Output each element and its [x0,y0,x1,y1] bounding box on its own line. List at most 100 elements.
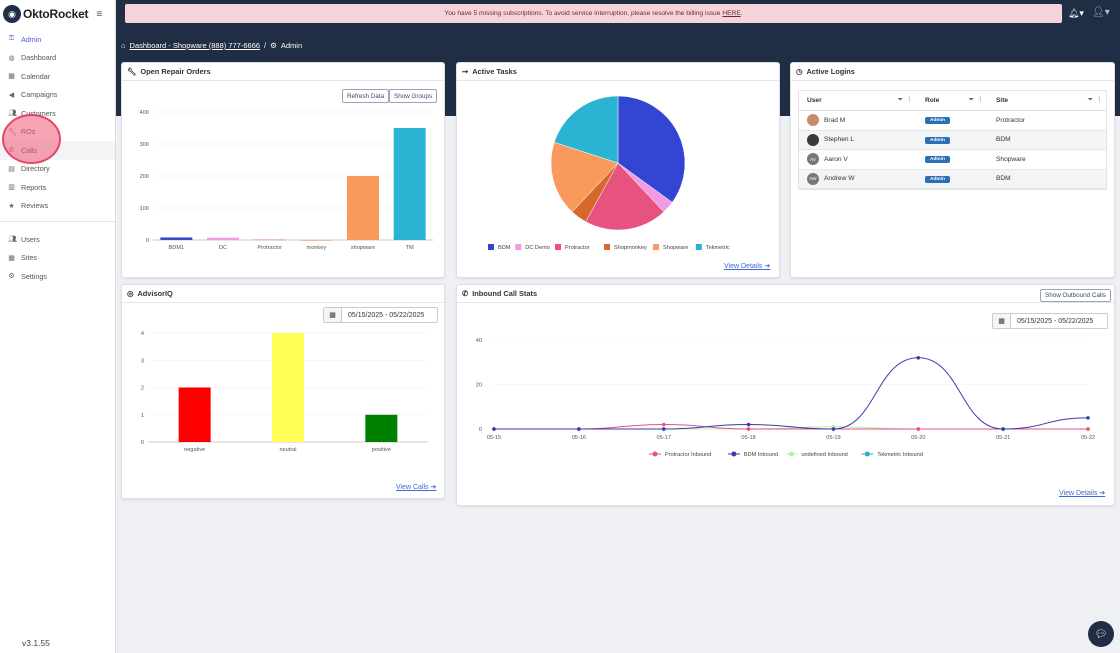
billing-alert-link[interactable]: HERE [722,10,741,17]
table-row[interactable]: AV Aaron V Admin Shopware [799,150,1106,170]
arrow-circle-icon: ➔ [764,263,771,270]
user-name: Brad M [824,116,846,124]
table-row[interactable]: AW Andrew W Admin BDM [799,169,1106,189]
x-tick-label: negative [184,447,205,453]
sidebar-item-label: Calendar [21,71,51,81]
date-range-picker[interactable]: ▦ 05/15/2025 - 05/22/2025 [992,313,1108,329]
x-tick-label: 05-22 [1081,435,1095,441]
arrow-circle-icon: ➔ [1099,490,1106,497]
legend-label: Tekmetric Inbound [877,452,923,458]
x-tick-label: 05-16 [572,435,586,441]
x-tick-label: BDM1 [169,245,185,251]
breadcrumb-dashboard-link[interactable]: Dashboard - Shopware (888) 777-6666 [129,41,261,50]
logo[interactable]: ◉ OktoRocket ≡ [0,0,115,28]
sidebar-item-label: Calls [21,145,37,155]
x-tick-label: 05-21 [996,435,1010,441]
sidebar-item-customers[interactable]: 👥︎ Customers [0,104,115,123]
cell-user: AV Aaron V [799,153,916,166]
billing-alert-text: You have 5 missing subscriptions. To avo… [444,10,721,17]
sidebar-item-admin[interactable]: ⚿ Admin [0,30,115,49]
date-range-value: 05/15/2025 - 05/22/2025 [348,311,425,319]
view-details-link[interactable]: View Details ➔ [1059,489,1105,497]
role-badge: Admin [925,156,950,164]
column-site[interactable]: Site ⏷ ⋮ [987,97,1106,104]
sidebar-item-label: Settings [21,271,47,281]
y-tick-label: 200 [140,174,149,180]
column-role[interactable]: Role ⏷ ⋮ [916,97,987,104]
filter-icon[interactable]: ⏷ ⋮ [1088,97,1102,103]
breadcrumb-current: Admin [280,41,303,50]
sidebar-item-label: Campaigns [21,90,58,100]
site-name: Shopware [996,155,1026,163]
rocket-logo-icon: ◉ [3,5,21,23]
sidebar-item-users[interactable]: 👥︎ Users [0,230,115,249]
breadcrumb-separator: / [264,41,267,50]
sidebar-item-dashboard[interactable]: ◍ Dashboard [0,49,115,68]
sidebar-item-reviews[interactable]: ★ Reviews [0,197,115,216]
table-row[interactable]: Stephen L Admin BDM [799,130,1106,150]
wrench-icon: 🔧︎ [8,128,17,136]
date-range-value: 05/15/2025 - 05/22/2025 [1017,317,1094,325]
role-badge: Admin [925,175,950,183]
date-range-picker[interactable]: ▦ 05/15/2025 - 05/22/2025 [323,307,438,323]
circle-icon: ◎ [127,289,134,298]
billing-alert: You have 5 missing subscriptions. To avo… [125,4,1062,23]
legend-label: Protractor Inbound [665,452,711,458]
data-point [661,422,666,427]
hamburger-menu-icon[interactable]: ≡ [96,8,103,20]
sidebar-item-sites[interactable]: ▦ Sites [0,249,115,268]
phone-icon: ✆ [8,147,15,155]
dashboard-crumb-icon: ⌂ [121,41,126,50]
data-point [577,427,581,431]
y-tick-label: 0 [146,238,149,244]
column-user[interactable]: User ⏷ ⋮ [799,97,916,104]
user-name: Stephen L [824,136,855,144]
cell-site: Shopware [987,156,1106,163]
y-tick-label: 1 [141,413,144,419]
chat-bubble-icon[interactable]: 💬︎ [1088,621,1114,647]
pie-slice-tekmetric [553,95,619,164]
filter-icon[interactable]: ⏷ ⋮ [898,97,912,103]
x-tick-label: 05-19 [826,435,840,441]
repair-bar-bdm1 [160,237,193,240]
table-body: Brad M Admin Protractor Stephen L Admin BDM AV… [799,111,1106,189]
y-tick-label: 300 [140,142,149,148]
user-name: Aaron V [824,155,848,163]
role-badge: Admin [925,136,950,144]
role-badge: Admin [925,117,950,125]
arrow-right-icon: ➞ [462,67,469,76]
data-point [1086,427,1090,431]
sidebar-item-calendar[interactable]: ▦ Calendar [0,67,115,86]
legend-label: undefined Inbound [801,452,847,458]
refresh-data-button[interactable]: Refresh Data [342,89,390,103]
logo-text: OktoRocket [23,7,89,21]
view-details-link[interactable]: View Details ➔ [724,262,770,270]
show-groups-button[interactable]: Show Groups [389,89,438,103]
sidebar-item-label: Customers [21,108,56,118]
legend-swatch [604,244,610,250]
sidebar-item-label: Dashboard [21,53,57,63]
sidebar-item-reports[interactable]: ▥ Reports [0,178,115,197]
sidebar-item-ros[interactable]: 🔧︎ ROs [0,123,115,142]
legend-label: Tekmetric [706,245,730,251]
data-point [831,427,836,431]
avatar [807,114,819,127]
legend-label: Protractor [565,245,590,251]
data-point [746,422,751,427]
data-point [492,427,496,431]
bell-icon[interactable]: 🔔︎▾ [1068,8,1084,18]
sidebar-item-campaigns[interactable]: ◀ Campaigns [0,86,115,105]
view-calls-link[interactable]: View Calls ➔ [396,483,436,491]
legend-swatch [653,244,659,250]
x-tick-label: 05-15 [487,435,501,441]
filter-icon[interactable]: ⏷ ⋮ [969,97,983,103]
table-row[interactable]: Brad M Admin Protractor [799,111,1106,131]
user-menu-icon[interactable]: 👤︎▾ [1092,7,1110,18]
cell-site: BDM [987,175,1106,182]
show-outbound-calls-button[interactable]: Show Outbound Calls [1040,289,1111,302]
sidebar-item-calls[interactable]: ✆ Calls [0,141,115,160]
x-tick-label: monkey [307,245,327,251]
sidebar-nav: ⚿ Admin ◍ Dashboard ▦ Calendar ◀ Campaigns 👥︎ Cus… [0,30,115,215]
sidebar-item-directory[interactable]: ▤ Directory [0,160,115,179]
sidebar-item-settings[interactable]: ⚙ Settings [0,267,115,286]
